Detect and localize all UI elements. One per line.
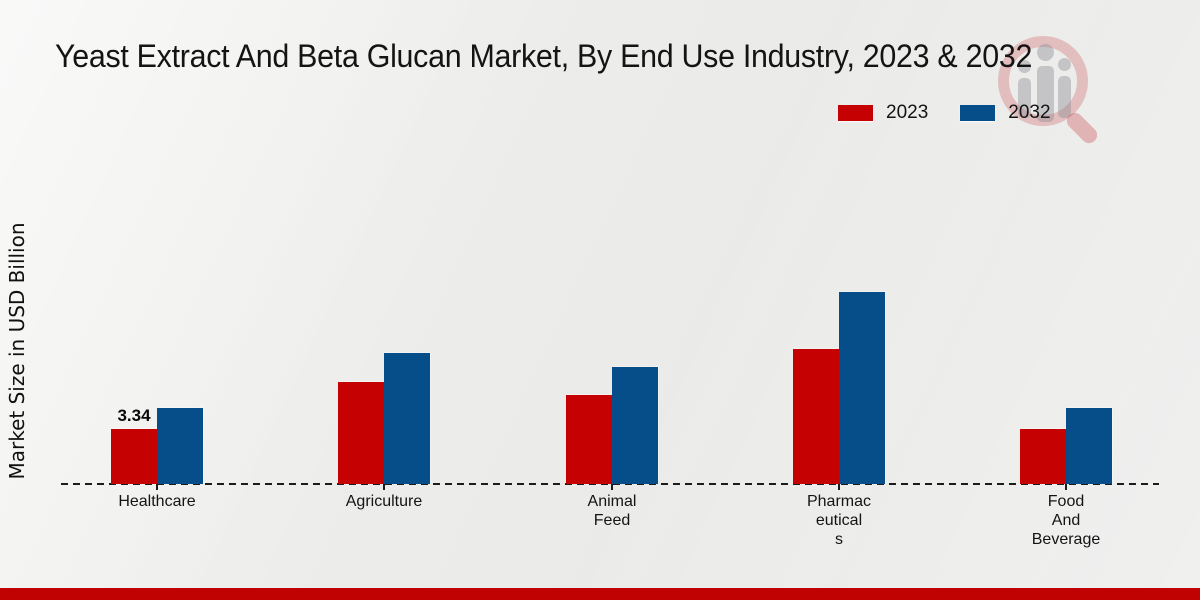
figure-bar-icon [1037, 66, 1054, 122]
figure-dot-icon [1058, 58, 1071, 71]
legend-item-2032: 2032 [960, 102, 1051, 124]
footer-accent-bar [0, 588, 1200, 600]
watermark-logo-icon [990, 28, 1110, 147]
category-label-food-and-beverage: Food And Beverage [1031, 493, 1101, 548]
bar-2032-animal-feed [612, 367, 658, 484]
bar-2032-agriculture [384, 353, 430, 484]
figure-dot-icon [1018, 60, 1031, 73]
category-label-agriculture: Agriculture [345, 493, 423, 510]
legend: 2023 2032 [838, 102, 1051, 124]
category-label-animal-feed: Animal Feed [587, 493, 637, 529]
bar-2023-pharmaceuticals [793, 349, 839, 484]
legend-swatch-2032 [960, 105, 996, 121]
category-label-healthcare: Healthcare [118, 493, 196, 510]
x-axis-tick [611, 484, 613, 490]
magnifier-ring-icon [998, 36, 1088, 126]
x-axis-tick [383, 484, 385, 490]
x-axis-tick [156, 484, 158, 490]
legend-item-2023: 2023 [838, 102, 928, 124]
figure-bar-icon [1018, 78, 1031, 118]
x-axis-tick [1065, 484, 1067, 490]
figure-bar-icon [1058, 76, 1071, 118]
legend-label-2032: 2032 [1008, 102, 1051, 123]
legend-label-2023: 2023 [886, 102, 929, 123]
category-label-pharmaceuticals: Pharmac eutical s [806, 493, 872, 548]
bar-2032-pharmaceuticals [839, 292, 885, 484]
figure-dot-icon [1037, 44, 1054, 61]
bar-2023-animal-feed [566, 395, 612, 484]
bar-2023-food-and-beverage [1020, 429, 1066, 484]
x-axis-tick [838, 484, 840, 490]
legend-swatch-2023 [838, 105, 873, 121]
bar-value-label: 3.34 [117, 406, 151, 425]
bar-2032-food-and-beverage [1066, 408, 1112, 484]
chart-title: Yeast Extract And Beta Glucan Market, By… [55, 38, 1033, 74]
x-axis-line [61, 483, 1159, 485]
bar-2023-healthcare [111, 429, 157, 484]
bar-2023-agriculture [338, 382, 384, 484]
bar-2032-healthcare [157, 408, 203, 484]
